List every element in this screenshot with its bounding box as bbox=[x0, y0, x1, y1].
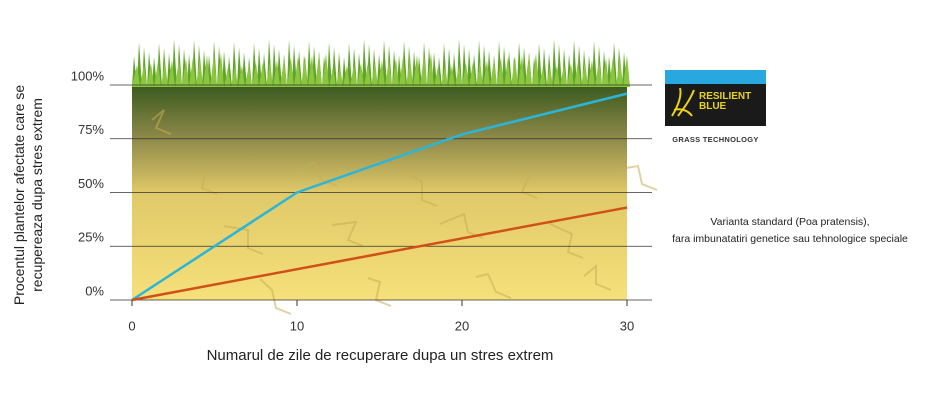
y-tick-label: 100% bbox=[71, 68, 105, 83]
x-tick-label: 30 bbox=[620, 318, 634, 333]
x-tick-label: 0 bbox=[128, 318, 135, 333]
series-line bbox=[131, 92, 628, 302]
logo-icon bbox=[671, 87, 695, 117]
cracks bbox=[151, 109, 658, 315]
y-tick-label: 0% bbox=[85, 283, 104, 298]
background bbox=[132, 39, 658, 315]
legend-entry: RESILIENT BLUE bbox=[699, 91, 752, 112]
x-tick-label: 20 bbox=[455, 318, 469, 333]
series-line bbox=[131, 206, 628, 302]
legend-entry: Varianta standard (Poa pratensis), fara … bbox=[672, 216, 908, 245]
grass bbox=[132, 53, 630, 87]
legend-logo: RESILIENT BLUE bbox=[665, 70, 766, 126]
y-tick-label: 75% bbox=[78, 122, 104, 137]
y-tick-label: 25% bbox=[78, 230, 104, 245]
y-axis-title: Procentul plantelor afectate care se bbox=[11, 85, 27, 305]
y-axis-title: recupereaza dupa stres extrem bbox=[29, 98, 45, 292]
x-axis-title: Numarul de zile de recuperare dupa un st… bbox=[207, 347, 554, 364]
legend-tagline: GRASS TECHNOLOGY bbox=[672, 135, 759, 144]
x-tick-label: 10 bbox=[290, 318, 304, 333]
y-tick-label: 50% bbox=[78, 176, 104, 191]
